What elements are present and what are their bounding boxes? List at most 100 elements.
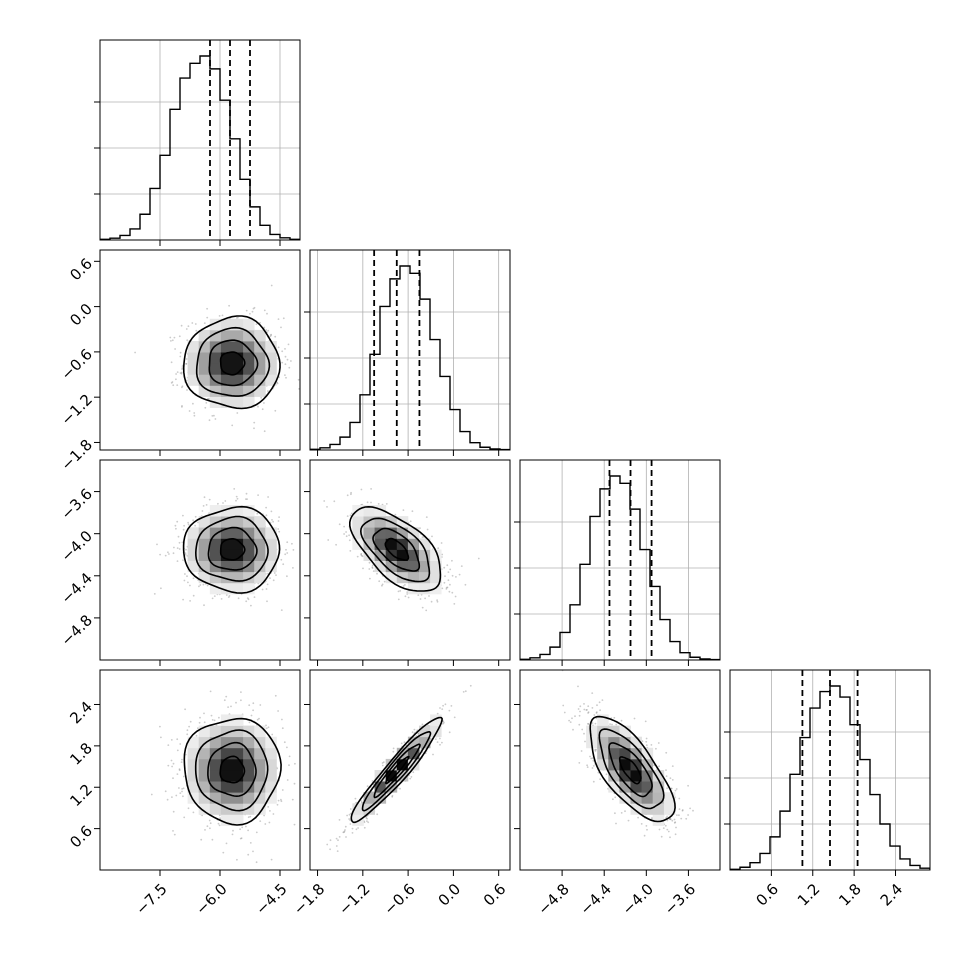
scatter-point: [170, 382, 173, 384]
scatter-point: [360, 800, 363, 802]
scatter-point: [270, 510, 273, 513]
scatter-point: [458, 573, 461, 576]
scatter-point: [235, 499, 237, 502]
scatter-point: [255, 323, 258, 326]
scatter-point: [246, 597, 249, 599]
scatter-point: [187, 325, 190, 328]
density-cell: [232, 770, 244, 782]
scatter-point: [225, 842, 228, 845]
scatter-point: [202, 505, 205, 507]
y-tick-label: −3.6: [58, 485, 96, 523]
scatter-point: [447, 571, 450, 573]
scatter-point: [176, 773, 179, 775]
scatter-point: [169, 336, 172, 339]
scatter-point: [266, 600, 268, 603]
scatter-point: [248, 704, 251, 707]
scatter-point: [281, 727, 284, 730]
scatter-point: [349, 808, 352, 810]
scatter-point: [404, 584, 406, 586]
scatter-point: [176, 371, 179, 373]
scatter-point: [265, 588, 268, 590]
scatter-point: [239, 828, 242, 831]
scatter-point: [288, 764, 290, 767]
scatter-point: [173, 833, 176, 836]
scatter-point: [436, 599, 438, 602]
scatter-point: [263, 309, 266, 312]
scatter-point: [436, 741, 439, 743]
panel-frame: [99, 249, 301, 451]
scatter-point: [181, 367, 184, 369]
density-cell: [220, 318, 233, 331]
scatter-point: [181, 790, 183, 793]
density-cell: [220, 363, 233, 375]
scatter-point: [208, 512, 211, 515]
scatter-point: [284, 348, 286, 350]
scatter-point: [224, 500, 227, 502]
scatter-point: [397, 590, 400, 593]
contour-2σ: [182, 315, 281, 410]
scatter-point: [153, 593, 156, 595]
scatter-point: [392, 747, 395, 750]
scatter-point: [181, 386, 183, 389]
scatter-point: [348, 534, 350, 537]
density-cell: [243, 363, 255, 375]
scatter-point: [286, 541, 289, 544]
scatter-point: [454, 595, 457, 598]
y-tick-label: 1.2: [66, 781, 96, 811]
panel-0-0: [94, 39, 301, 246]
scatter-point: [265, 506, 267, 509]
y-tick-label: 2.4: [66, 698, 96, 728]
scatter-point: [178, 769, 181, 772]
density-cell: [243, 385, 255, 397]
scatter-point: [280, 558, 283, 561]
scatter-point: [240, 691, 242, 693]
scatter-point: [198, 585, 200, 588]
scatter-point: [443, 566, 446, 569]
scatter-point: [257, 494, 259, 496]
scatter-point: [211, 838, 214, 841]
scatter-point: [392, 750, 395, 753]
scatter-point: [409, 520, 412, 523]
scatter-point: [164, 790, 167, 793]
scatter-point: [286, 779, 289, 781]
scatter-point: [263, 430, 266, 433]
panel-2-1: [304, 459, 511, 666]
scatter-point: [675, 788, 678, 790]
scatter-point: [425, 516, 428, 518]
scatter-point: [437, 547, 440, 550]
scatter-point: [250, 714, 253, 717]
density-cell: [243, 352, 255, 364]
scatter-point: [290, 360, 292, 362]
scatter-point: [176, 738, 179, 741]
scatter-point: [188, 725, 191, 728]
panel-3-2: −4.8 −4.4 −4.0 −3.6: [514, 669, 721, 919]
scatter-point: [383, 580, 386, 583]
scatter-point: [266, 583, 269, 586]
scatter-point: [451, 591, 454, 594]
scatter-point: [272, 579, 275, 582]
scatter-point: [175, 794, 178, 797]
scatter-point: [272, 813, 275, 815]
scatter-point: [236, 497, 239, 500]
scatter-point: [176, 520, 179, 523]
density-cell: [220, 396, 233, 408]
scatter-point: [222, 851, 225, 854]
scatter-point: [231, 833, 234, 836]
density-cell: [220, 341, 233, 353]
scatter-point: [276, 803, 279, 806]
scatter-point: [230, 705, 232, 708]
scatter-point: [182, 528, 185, 531]
density-cell: [209, 385, 222, 397]
scatter-point: [203, 721, 206, 724]
scatter-point: [370, 501, 372, 504]
scatter-point: [425, 609, 428, 612]
scatter-point: [200, 838, 203, 841]
scatter-point: [410, 776, 413, 778]
scatter-point: [283, 741, 286, 744]
density-cell: [232, 385, 244, 397]
scatter-point: [356, 555, 359, 558]
scatter-point: [448, 590, 451, 593]
x-tick-label: −0.6: [380, 880, 418, 918]
scatter-point: [442, 704, 444, 707]
scatter-point: [172, 384, 175, 387]
